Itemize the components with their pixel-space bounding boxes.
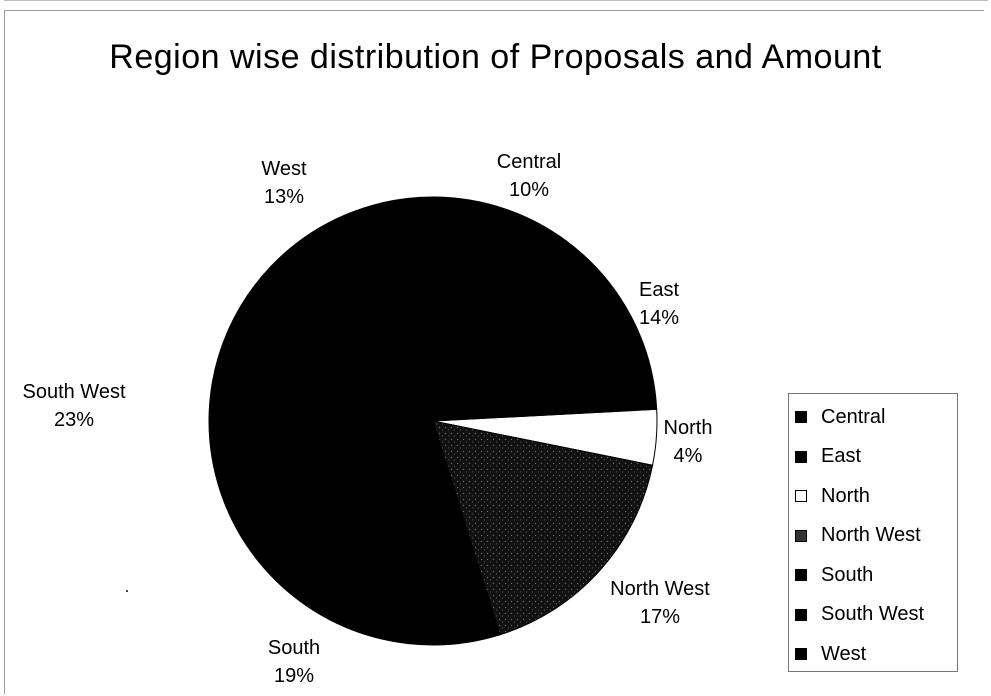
legend-label: West [821,642,867,665]
legend-label: East [821,445,862,467]
slice-label-north-west: North West [610,578,710,600]
legend-item-south-west: South West [795,600,924,630]
chart-title: Region wise distribution of Proposals an… [109,38,882,76]
legend-swatch [795,450,807,463]
slice-percent-north-west: 17% [640,606,680,628]
slice-label-east: East [639,279,679,301]
chart-frame [4,10,984,694]
legend-swatch [795,529,807,542]
pie-slice-north-west [432,420,654,636]
pie-slice-south [258,420,501,646]
legend-item-east: East [795,442,861,472]
slice-label-central: Central [497,151,561,173]
pie-slice-east [431,240,658,422]
legend-item-north-west: North West [795,521,921,551]
legend-label: South [821,563,874,586]
legend-item-north: North [795,481,870,511]
slice-label-south-west: South West [22,381,125,403]
slice-percent-west: 13% [264,186,304,208]
slice-percent-south: 19% [274,665,314,687]
slice-label-north: North [664,417,713,439]
legend-label: North West [821,524,921,546]
slice-percent-south-west: 23% [54,409,94,431]
legend-swatch [795,569,807,581]
legend-swatch [795,411,807,423]
legend-item-west: West [795,639,866,669]
chart-legend: Central East North North West South South Wes… [788,393,958,672]
legend-swatch [795,608,807,621]
legend-swatch [795,648,807,660]
chart-frame-top [4,0,988,14]
stray-mark [126,590,128,592]
slice-percent-east: 14% [639,307,679,329]
slice-percent-north: 4% [674,445,703,467]
slice-label-south: South [268,637,320,659]
legend-item-central: Central [795,402,885,432]
pie-slice-central [432,196,568,423]
legend-label: Central [821,405,886,428]
pie-slice-west [270,196,436,423]
legend-label: South West [821,603,925,625]
legend-label: North [821,484,870,507]
slice-label-west: West [261,158,307,180]
legend-item-south: South [795,560,873,590]
legend-swatch [795,490,807,502]
pie-slice-south-west [208,265,434,563]
slice-percent-central: 10% [509,179,549,201]
